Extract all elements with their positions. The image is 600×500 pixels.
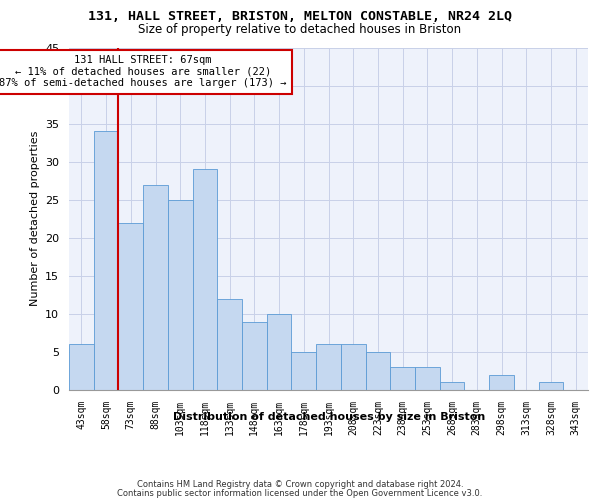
- Bar: [94, 131, 118, 390]
- Y-axis label: Number of detached properties: Number of detached properties: [29, 131, 40, 306]
- Bar: [69, 344, 94, 390]
- Bar: [193, 170, 217, 390]
- Text: Distribution of detached houses by size in Briston: Distribution of detached houses by size …: [173, 412, 485, 422]
- Text: Size of property relative to detached houses in Briston: Size of property relative to detached ho…: [139, 22, 461, 36]
- Bar: [143, 184, 168, 390]
- Bar: [292, 352, 316, 390]
- Text: Contains public sector information licensed under the Open Government Licence v3: Contains public sector information licen…: [118, 488, 482, 498]
- Bar: [365, 352, 390, 390]
- Bar: [242, 322, 267, 390]
- Text: 131, HALL STREET, BRISTON, MELTON CONSTABLE, NR24 2LQ: 131, HALL STREET, BRISTON, MELTON CONSTA…: [88, 10, 512, 23]
- Bar: [118, 222, 143, 390]
- Bar: [440, 382, 464, 390]
- Bar: [267, 314, 292, 390]
- Bar: [539, 382, 563, 390]
- Bar: [217, 298, 242, 390]
- Text: 131 HALL STREET: 67sqm
← 11% of detached houses are smaller (22)
87% of semi-det: 131 HALL STREET: 67sqm ← 11% of detached…: [0, 55, 287, 88]
- Bar: [341, 344, 365, 390]
- Bar: [489, 375, 514, 390]
- Bar: [415, 367, 440, 390]
- Bar: [316, 344, 341, 390]
- Bar: [390, 367, 415, 390]
- Text: Contains HM Land Registry data © Crown copyright and database right 2024.: Contains HM Land Registry data © Crown c…: [137, 480, 463, 489]
- Bar: [168, 200, 193, 390]
